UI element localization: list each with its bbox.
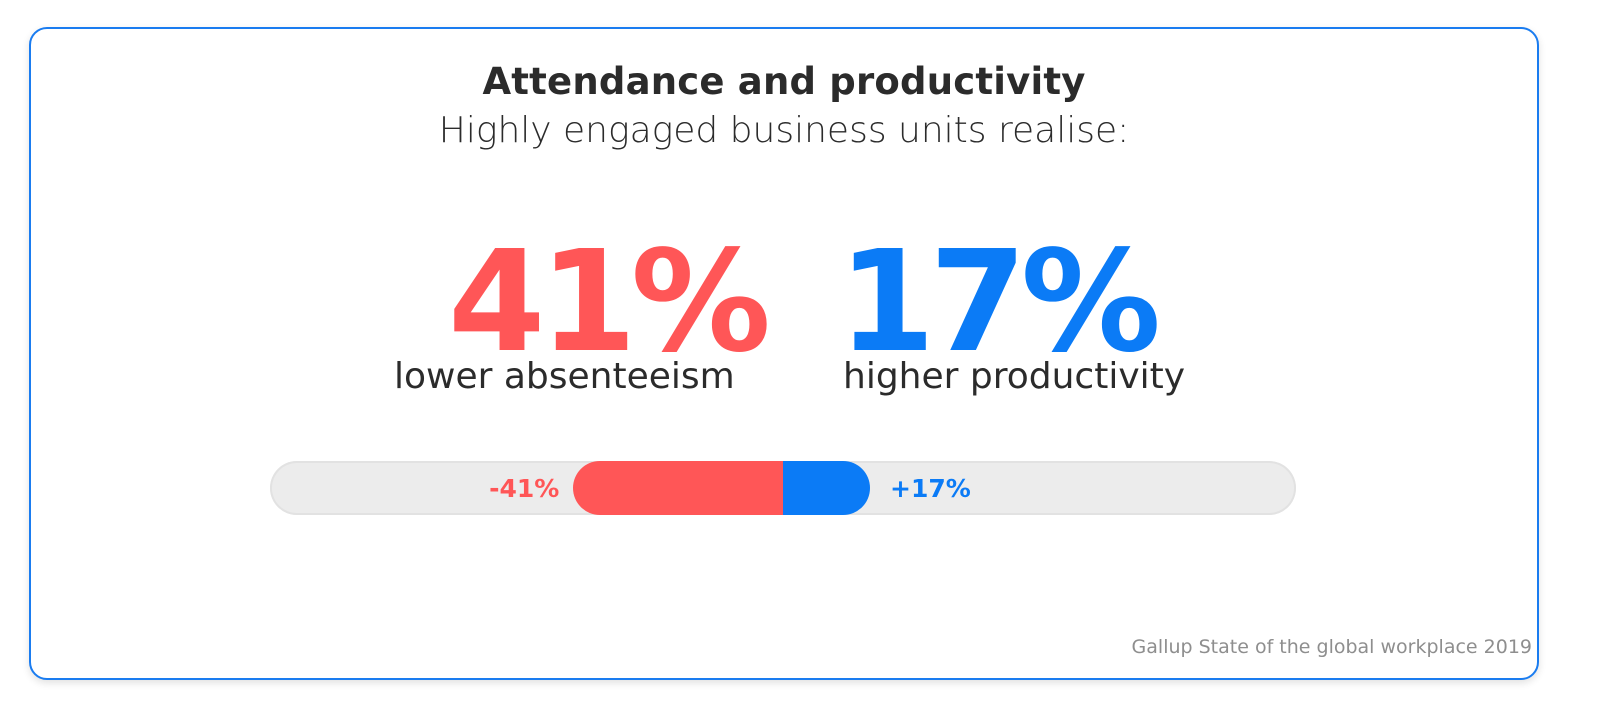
productivity-caption: higher productivity: [843, 356, 1186, 397]
absenteeism-bar: [573, 461, 783, 515]
chart-subtitle: Highly engaged business units realise:: [438, 110, 1130, 151]
productivity-bar-label: +17%: [890, 474, 971, 503]
absenteeism-bar-label: -41%: [489, 474, 560, 503]
productivity-bar: [783, 461, 871, 515]
infographic-card: [29, 27, 1539, 680]
absenteeism-caption: lower absenteeism: [394, 356, 735, 397]
productivity-value: 17%: [838, 221, 1161, 384]
absenteeism-value: 41%: [448, 221, 771, 384]
source-note: Gallup State of the global workplace 201…: [1131, 636, 1532, 658]
chart-title: Attendance and productivity: [482, 60, 1086, 103]
